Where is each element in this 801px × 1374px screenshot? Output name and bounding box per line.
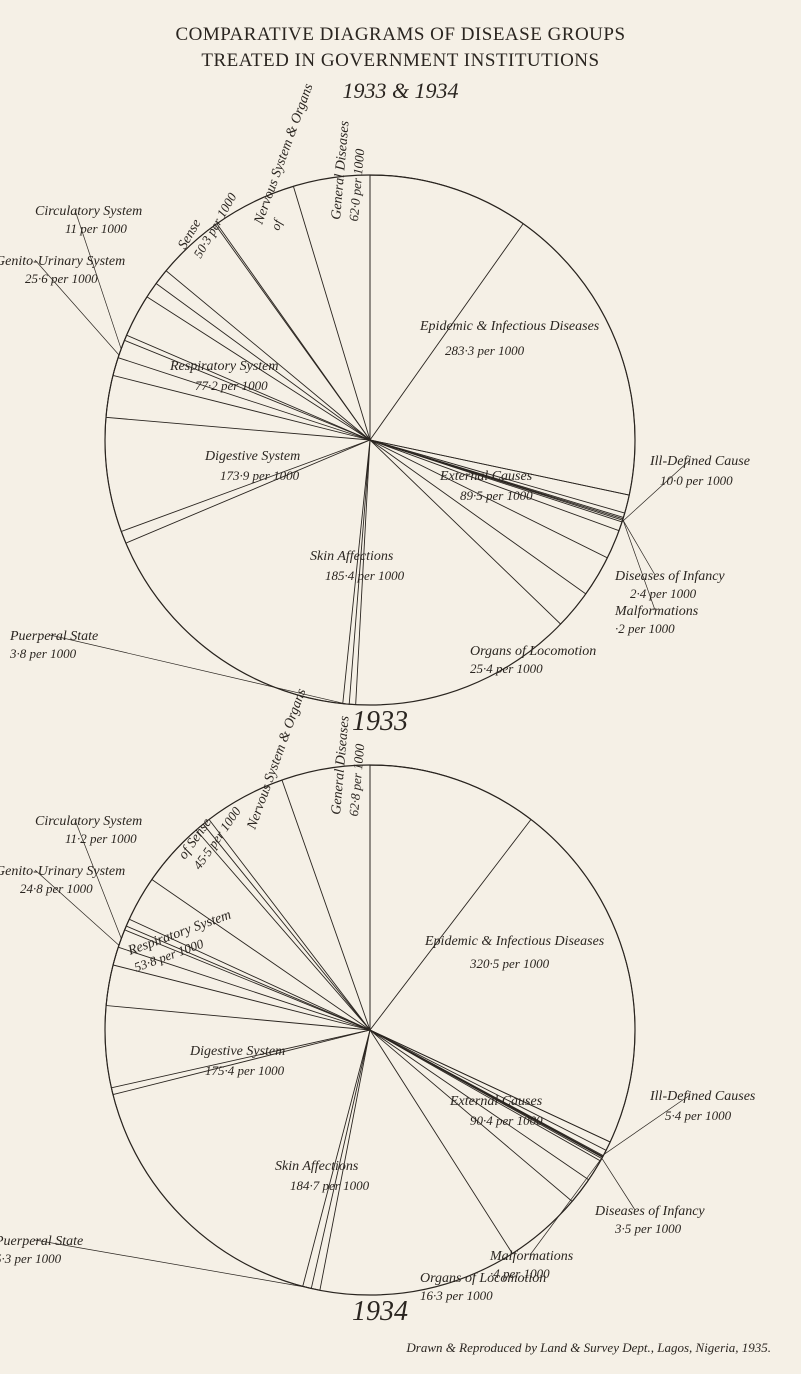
leader-line [530,1157,603,1255]
pie-slice [370,175,635,495]
pie-slice [370,440,625,531]
leader-line [622,460,690,522]
leader-line [602,1158,635,1210]
slice-label-name: Puerperal State [0,1234,83,1249]
slice-label: Circulatory System 11·2 per 1000 [35,814,142,846]
slice-label-name: Circulatory System [35,814,142,829]
slice-label-name: Ill-Defined Cause [649,454,750,469]
slice-label: Organs of Locomotion 25·4 per 1000 [470,644,596,676]
slice-label-name: Diseases of Infancy [614,569,725,584]
pie-slice [370,765,635,1142]
slice-label: Ill-Defined Cause 10·0 per 1000 [649,454,750,488]
slice-label: Circulatory System 11 per 1000 [35,204,142,236]
slice-label: Ill-Defined Causes 5·4 per 1000 [649,1089,756,1123]
slice-label-name: Malformations [614,604,699,619]
pie-slice [217,186,370,440]
slice-label: Organs of Locomotion 16·3 per 1000 [420,1271,546,1303]
slice-label-name: Epidemic & Infectious Diseases [424,934,605,949]
slice-label-name: Digestive System [204,449,300,464]
slice-label-value: 10·0 per 1000 [660,473,733,488]
slice-label-value: 11·2 per 1000 [65,831,137,846]
slice-label: Diseases of Infancy 2·4 per 1000 [614,569,725,601]
slice-label-value: of [268,215,286,232]
pie-slice [370,440,607,594]
slice-label-value: 173·9 per 1000 [220,468,300,483]
slice-label: Puerperal State 5·3 per 1000 [0,1234,83,1266]
slice-label-name: Circulatory System [35,204,142,219]
slice-label-name: Skin Affections [310,549,394,564]
charts-svg: Epidemic & Infectious Diseases 283·3 per … [0,0,801,1374]
slice-label-name: Ill-Defined Causes [649,1089,756,1104]
slice-label-value: 2·4 per 1000 [630,586,697,601]
slice-label: Genito-Urinary System 24·8 per 1000 [0,864,125,896]
page: COMPARATIVE DIAGRAMS OF DISEASE GROUPS T… [0,0,801,1374]
slice-label-name: Nervous System & Organs [244,686,309,832]
slice-label-name: Puerperal State [9,629,98,644]
pie-slice [370,765,531,1030]
slice-label-value: 184·7 per 1000 [290,1178,370,1193]
slice-label-name: Skin Affections [275,1159,359,1174]
slice-label-name: Genito-Urinary System [0,864,125,879]
slice-label-name: Organs of Locomotion [470,644,596,659]
slice-label: Epidemic & Infectious Diseases283·3 per … [419,319,600,358]
footer-credit: Drawn & Reproduced by Land & Survey Dept… [406,1340,771,1356]
slice-label-name: Digestive System [189,1044,285,1059]
slice-label-name: Genito-Urinary System [0,254,125,269]
pie-slice [370,440,623,520]
year-caption: 1933 [352,706,408,737]
slice-label: Genito-Urinary System 25·6 per 1000 [0,254,125,286]
slice-label: Puerperal State 3·8 per 1000 [9,629,98,661]
slice-label-value: 24·8 per 1000 [20,881,93,896]
year-caption: 1934 [352,1296,408,1327]
slice-label-value: 185·4 per 1000 [325,568,405,583]
slice-label-name: Malformations [489,1249,574,1264]
slice-label: General Diseases62·0 per 1000 [329,120,370,222]
slice-label: Sense50·3 per 1000 [175,181,239,260]
slice-label: Respiratory System77·2 per 1000 [169,359,278,393]
slice-label-value: 5·3 per 1000 [0,1251,62,1266]
leader-line [623,520,655,575]
slice-label: Skin Affections 184·7 per 1000 [275,1159,370,1193]
slice-label-name: Nervous System & Organs [251,81,316,227]
slice-label: Nervous System & Organsof [251,81,332,233]
slice-label-value: 25·4 per 1000 [470,661,543,676]
pie-slice [370,175,523,440]
slice-label: Respiratory System53·8 per 1000 [125,908,239,976]
pie-slice [370,1030,603,1157]
slice-label: Digestive System 175·4 per 1000 [189,1044,285,1078]
slice-label-value: 283·3 per 1000 [445,343,525,358]
slice-label-value: 25·6 per 1000 [25,271,98,286]
slice-label-value: 320·5 per 1000 [469,956,550,971]
slice-label-value: 11 per 1000 [65,221,127,236]
slice-label-value: 175·4 per 1000 [205,1063,285,1078]
slice-label: Malformations ·2 per 1000 [614,604,699,636]
slice-label: Diseases of Infancy 3·5 per 1000 [594,1204,705,1236]
slice-label-name: Diseases of Infancy [594,1204,705,1219]
slice-label-value: 3·5 per 1000 [614,1221,682,1236]
slice-label-name: Organs of Locomotion [420,1271,546,1286]
slice-label-value: 5·4 per 1000 [665,1108,732,1123]
slice-label-value: 16·3 per 1000 [420,1288,493,1303]
slice-label-value: 3·8 per 1000 [9,646,77,661]
slice-label-value: 90·4 per 1000 [470,1113,543,1128]
slice-label: Nervous System & Organs [244,686,309,832]
slice-label: Digestive System 173·9 per 1000 [204,449,300,483]
slice-label: Epidemic & Infectious Diseases 320·5 per … [424,934,605,971]
slice-label-value: ·2 per 1000 [615,621,675,636]
